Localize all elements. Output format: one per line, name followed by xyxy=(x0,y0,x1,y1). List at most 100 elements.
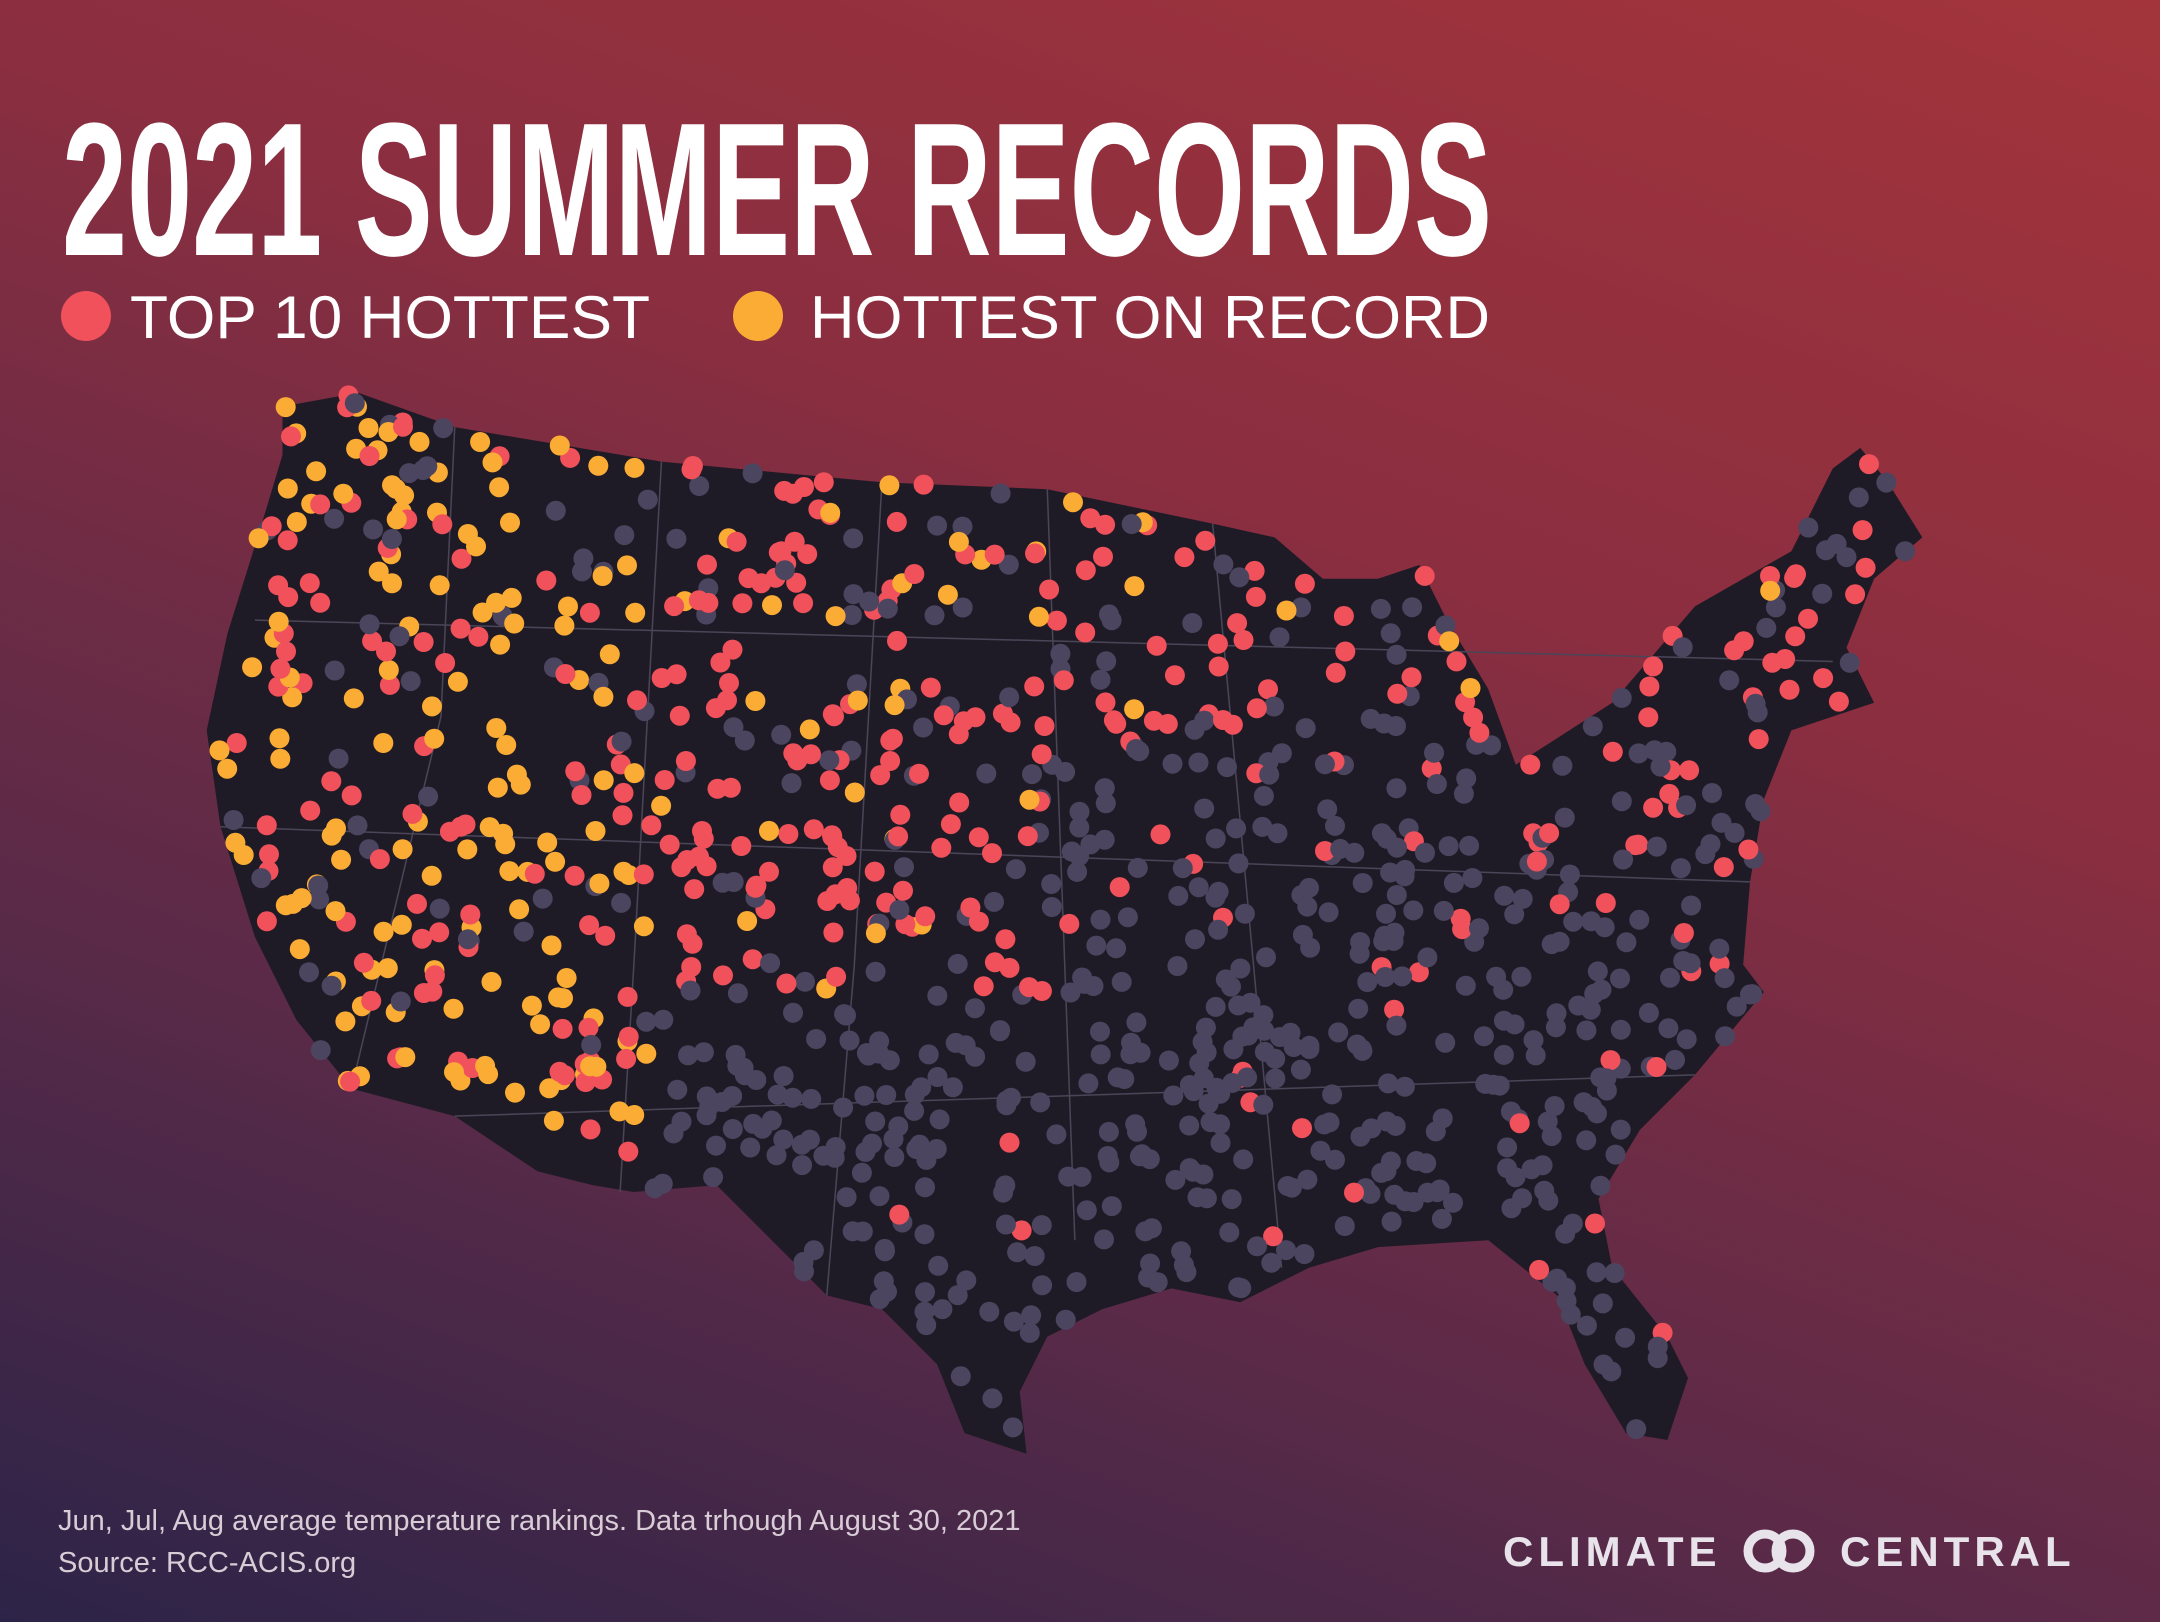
station-dot xyxy=(727,983,748,1004)
station-dot xyxy=(781,773,802,794)
station-dot xyxy=(968,827,989,848)
station-dot xyxy=(1798,608,1818,629)
station-dot xyxy=(1711,812,1732,833)
station-dot xyxy=(616,1048,637,1069)
station-dot xyxy=(990,483,1011,504)
station-dot xyxy=(762,595,782,616)
station-dot xyxy=(1460,678,1481,698)
station-dot xyxy=(277,478,298,499)
station-dot xyxy=(933,705,954,726)
station-dot xyxy=(1534,1180,1555,1201)
station-dot xyxy=(1126,1012,1147,1033)
station-dot xyxy=(884,695,905,716)
station-dot xyxy=(675,751,696,771)
station-dot xyxy=(1256,947,1276,968)
station-dot xyxy=(633,916,654,937)
station-dot xyxy=(1129,741,1150,762)
station-dot xyxy=(399,463,420,484)
station-dot xyxy=(1452,919,1473,940)
station-dot xyxy=(886,511,907,532)
station-dot xyxy=(1611,791,1632,812)
station-dot xyxy=(1378,1073,1399,1094)
station-dot xyxy=(1386,1015,1407,1036)
station-dot xyxy=(429,922,450,943)
station-dot xyxy=(1719,670,1740,691)
station-dot xyxy=(1592,1293,1613,1314)
station-dot xyxy=(310,1040,331,1061)
station-dot xyxy=(1253,1094,1274,1115)
station-dot xyxy=(1520,754,1541,775)
station-dot xyxy=(1034,716,1055,736)
station-dot xyxy=(1826,533,1847,554)
station-dot xyxy=(1163,1085,1184,1106)
station-dot xyxy=(952,516,973,537)
station-dot xyxy=(1022,764,1042,785)
station-dot xyxy=(859,591,880,612)
station-dot xyxy=(1748,729,1769,750)
station-dot xyxy=(1876,472,1897,493)
station-dot xyxy=(782,1087,803,1108)
station-dot xyxy=(633,864,654,885)
station-dot xyxy=(1352,873,1373,893)
station-dot xyxy=(839,890,860,911)
station-dot xyxy=(1512,888,1533,909)
station-dot xyxy=(1812,583,1833,604)
station-dot xyxy=(1198,1093,1219,1114)
station-dot xyxy=(489,477,510,498)
station-dot xyxy=(335,1011,356,1032)
station-dot xyxy=(1714,968,1735,989)
station-dot xyxy=(1745,693,1766,714)
station-dot xyxy=(1210,1114,1231,1135)
station-dot xyxy=(682,456,703,476)
station-dot xyxy=(803,819,824,840)
station-dot xyxy=(421,865,442,886)
station-dot xyxy=(1760,566,1780,586)
station-dot xyxy=(1738,839,1759,860)
station-dot xyxy=(1185,929,1205,950)
station-dot xyxy=(1387,837,1407,858)
station-dot xyxy=(499,861,520,882)
station-dot xyxy=(1322,1084,1343,1105)
station-dot xyxy=(275,895,296,916)
station-dot xyxy=(1205,996,1226,1017)
station-dot xyxy=(889,1204,910,1225)
station-dot xyxy=(1098,1121,1119,1142)
station-dot xyxy=(776,973,797,994)
station-dot xyxy=(799,719,820,740)
station-dot xyxy=(801,1088,822,1109)
station-dot xyxy=(395,1047,416,1068)
station-dot xyxy=(1610,1119,1631,1140)
station-dot xyxy=(435,653,456,673)
station-dot xyxy=(759,820,779,841)
station-dot xyxy=(363,519,384,540)
station-dot xyxy=(842,1221,863,1242)
station-dot xyxy=(1195,530,1216,551)
station-dot xyxy=(1544,1096,1565,1116)
station-dot xyxy=(460,904,481,925)
station-dot xyxy=(761,1110,782,1131)
station-dot xyxy=(1061,841,1082,862)
title: 2021 SUMMER RECORDS xyxy=(62,84,1492,296)
station-dot xyxy=(1230,958,1251,979)
station-dot xyxy=(999,1132,1020,1153)
station-dot xyxy=(1066,1272,1087,1292)
station-dot xyxy=(269,728,290,749)
station-dot xyxy=(984,891,1004,912)
station-dot xyxy=(558,596,578,617)
station-dot xyxy=(575,1072,596,1092)
station-dot xyxy=(1756,617,1777,638)
station-dot xyxy=(1090,1044,1111,1065)
station-dot xyxy=(1350,932,1371,952)
station-dot xyxy=(362,631,383,652)
station-dot xyxy=(1069,817,1090,838)
station-dot xyxy=(918,1044,939,1065)
station-dot xyxy=(1125,1114,1146,1135)
station-dot xyxy=(692,821,712,841)
station-dot xyxy=(331,849,352,870)
station-dot xyxy=(1221,1189,1242,1210)
station-dot xyxy=(824,706,844,727)
station-dot xyxy=(1370,598,1391,619)
station-dot xyxy=(1435,1032,1456,1053)
station-dot xyxy=(537,832,558,853)
station-dot xyxy=(742,463,763,484)
